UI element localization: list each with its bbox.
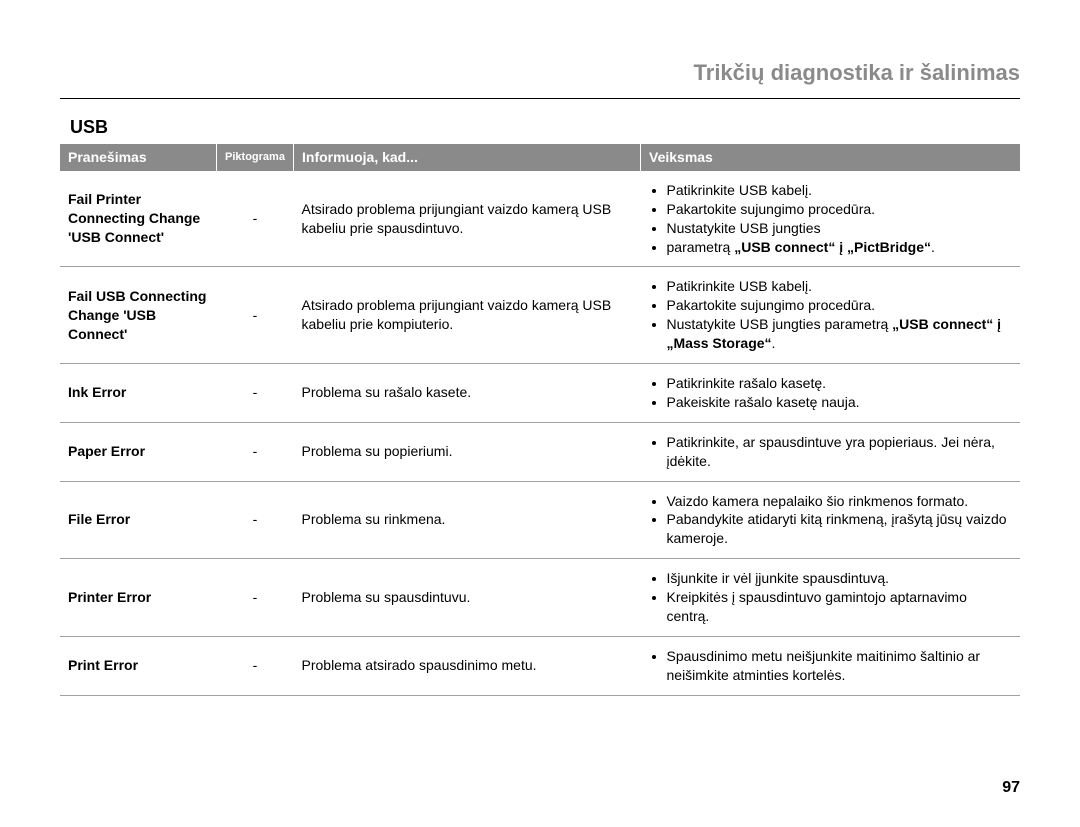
- cell-info: Atsirado problema prijungiant vaizdo kam…: [294, 267, 641, 364]
- cell-message: Fail Printer Connecting Change 'USB Conn…: [60, 171, 217, 267]
- action-item: Kreipkitės į spausdintuvo gamintojo apta…: [667, 588, 1013, 626]
- manual-page: Trikčių diagnostika ir šalinimas USB Pra…: [0, 0, 1080, 827]
- cell-pictogram: -: [217, 171, 294, 267]
- action-item: Patikrinkite USB kabelį.: [667, 277, 1013, 296]
- action-text-bold: „USB connect“ į „PictBridge“: [734, 239, 931, 255]
- cell-message: Fail USB Connecting Change 'USB Connect': [60, 267, 217, 364]
- page-number: 97: [1002, 779, 1020, 797]
- table-header-row: Pranešimas Piktograma Informuoja, kad...…: [60, 144, 1020, 171]
- action-item: Vaizdo kamera nepalaiko šio rinkmenos fo…: [667, 492, 1013, 511]
- action-item: Patikrinkite USB kabelį.: [667, 181, 1013, 200]
- cell-message: Ink Error: [60, 364, 217, 423]
- cell-pictogram: -: [217, 636, 294, 695]
- chapter-title: Trikčių diagnostika ir šalinimas: [60, 60, 1020, 99]
- table-row: Fail Printer Connecting Change 'USB Conn…: [60, 171, 1020, 267]
- cell-message: Printer Error: [60, 559, 217, 637]
- action-list: Patikrinkite USB kabelį.Pakartokite suju…: [649, 277, 1013, 353]
- cell-info: Problema atsirado spausdinimo metu.: [294, 636, 641, 695]
- table-row: Paper Error-Problema su popieriumi. Patik…: [60, 422, 1020, 481]
- table-row: Ink Error-Problema su rašalo kasete.Pati…: [60, 364, 1020, 423]
- action-item: Nustatykite USB jungties: [667, 219, 1013, 238]
- action-item: Pabandykite atidaryti kitą rinkmeną, įra…: [667, 510, 1013, 548]
- col-header-action: Veiksmas: [641, 144, 1021, 171]
- cell-message: File Error: [60, 481, 217, 559]
- action-text: .: [772, 335, 776, 351]
- cell-action: Vaizdo kamera nepalaiko šio rinkmenos fo…: [641, 481, 1021, 559]
- cell-pictogram: -: [217, 481, 294, 559]
- action-item: Patikrinkite, ar spausdintuve yra popier…: [667, 433, 1013, 471]
- cell-info: Problema su popieriumi.: [294, 422, 641, 481]
- cell-pictogram: -: [217, 267, 294, 364]
- cell-action: Patikrinkite USB kabelį.Pakartokite suju…: [641, 171, 1021, 267]
- cell-message: Paper Error: [60, 422, 217, 481]
- cell-info: Problema su rašalo kasete.: [294, 364, 641, 423]
- action-item: Patikrinkite rašalo kasetę.: [667, 374, 1013, 393]
- action-item: Išjunkite ir vėl įjunkite spausdintuvą.: [667, 569, 1013, 588]
- action-list: Išjunkite ir vėl įjunkite spausdintuvą.K…: [649, 569, 1013, 626]
- action-text: .: [931, 239, 935, 255]
- table-row: Fail USB Connecting Change 'USB Connect'…: [60, 267, 1020, 364]
- table-row: Printer Error-Problema su spausdintuvu.I…: [60, 559, 1020, 637]
- action-list: Patikrinkite, ar spausdintuve yra popier…: [649, 433, 1013, 471]
- col-header-info: Informuoja, kad...: [294, 144, 641, 171]
- action-item: Spausdinimo metu neišjunkite maitinimo š…: [667, 647, 1013, 685]
- cell-action: Patikrinkite rašalo kasetę.Pakeiskite ra…: [641, 364, 1021, 423]
- cell-pictogram: -: [217, 422, 294, 481]
- col-header-message: Pranešimas: [60, 144, 217, 171]
- action-list: Patikrinkite rašalo kasetę.Pakeiskite ra…: [649, 374, 1013, 412]
- usb-troubleshooting-table: Pranešimas Piktograma Informuoja, kad...…: [60, 144, 1020, 696]
- action-item: parametrą „USB connect“ į „PictBridge“.: [667, 238, 1013, 257]
- cell-action: Spausdinimo metu neišjunkite maitinimo š…: [641, 636, 1021, 695]
- action-item: Pakartokite sujungimo procedūra.: [667, 200, 1013, 219]
- cell-action: Patikrinkite USB kabelį.Pakartokite suju…: [641, 267, 1021, 364]
- cell-message: Print Error: [60, 636, 217, 695]
- cell-action: Išjunkite ir vėl įjunkite spausdintuvą.K…: [641, 559, 1021, 637]
- cell-pictogram: -: [217, 364, 294, 423]
- section-title: USB: [70, 117, 1020, 138]
- action-list: Spausdinimo metu neišjunkite maitinimo š…: [649, 647, 1013, 685]
- table-row: File Error-Problema su rinkmena. Vaizdo k…: [60, 481, 1020, 559]
- cell-action: Patikrinkite, ar spausdintuve yra popier…: [641, 422, 1021, 481]
- action-text: parametrą: [667, 239, 735, 255]
- action-text: Nustatykite USB jungties parametrą: [667, 316, 893, 332]
- cell-pictogram: -: [217, 559, 294, 637]
- action-list: Vaizdo kamera nepalaiko šio rinkmenos fo…: [649, 492, 1013, 549]
- action-item: Nustatykite USB jungties parametrą „USB …: [667, 315, 1013, 353]
- action-item: Pakartokite sujungimo procedūra.: [667, 296, 1013, 315]
- table-row: Print Error-Problema atsirado spausdinim…: [60, 636, 1020, 695]
- action-list: Patikrinkite USB kabelį.Pakartokite suju…: [649, 181, 1013, 257]
- cell-info: Problema su spausdintuvu.: [294, 559, 641, 637]
- col-header-pictogram: Piktograma: [217, 144, 294, 171]
- action-item: Pakeiskite rašalo kasetę nauja.: [667, 393, 1013, 412]
- cell-info: Atsirado problema prijungiant vaizdo kam…: [294, 171, 641, 267]
- cell-info: Problema su rinkmena.: [294, 481, 641, 559]
